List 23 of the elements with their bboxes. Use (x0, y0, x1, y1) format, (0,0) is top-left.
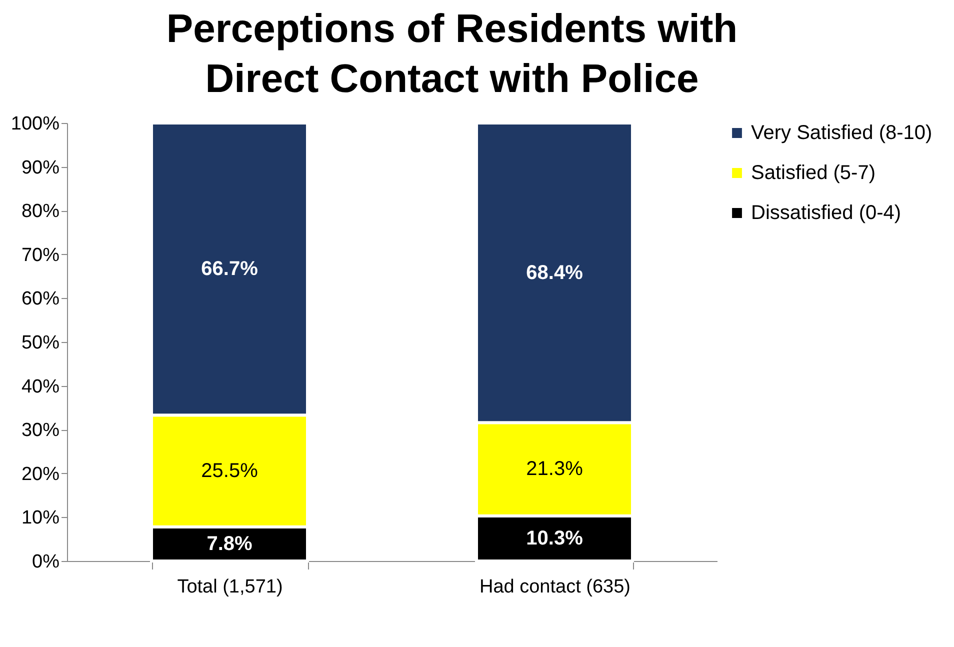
data-label: 10.3% (526, 527, 584, 550)
x-tick-label: Had contact (635) (479, 576, 631, 598)
legend-label: Dissatisfied (0-4) (751, 202, 902, 224)
y-tick-label: 20% (21, 464, 60, 485)
y-tick-label: 0% (32, 552, 60, 572)
y-tick-label: 50% (21, 332, 60, 354)
legend-label: Very Satisfied (8-10) (751, 122, 932, 144)
data-label: 21.3% (526, 458, 584, 480)
legend-label: Satisfied (5-7) (751, 162, 876, 184)
data-label: 66.7% (201, 258, 258, 280)
data-label: 25.5% (201, 460, 258, 482)
y-tick-label: 60% (21, 288, 60, 310)
y-tick-label: 100% (10, 114, 60, 134)
y-tick-label: 90% (21, 157, 60, 178)
x-tick-label: Total (1,571) (177, 576, 283, 598)
y-tick-label: 40% (21, 376, 60, 398)
chart-title: Perceptions of Residents with Direct Contact with Police (166, 7, 738, 101)
y-tick-label: 80% (21, 201, 60, 222)
data-label: 68.4% (526, 262, 584, 284)
y-tick-label: 10% (21, 508, 60, 529)
y-tick-label: 30% (21, 420, 60, 442)
data-label: 7.8% (206, 532, 253, 555)
y-tick-label: 70% (21, 244, 60, 266)
